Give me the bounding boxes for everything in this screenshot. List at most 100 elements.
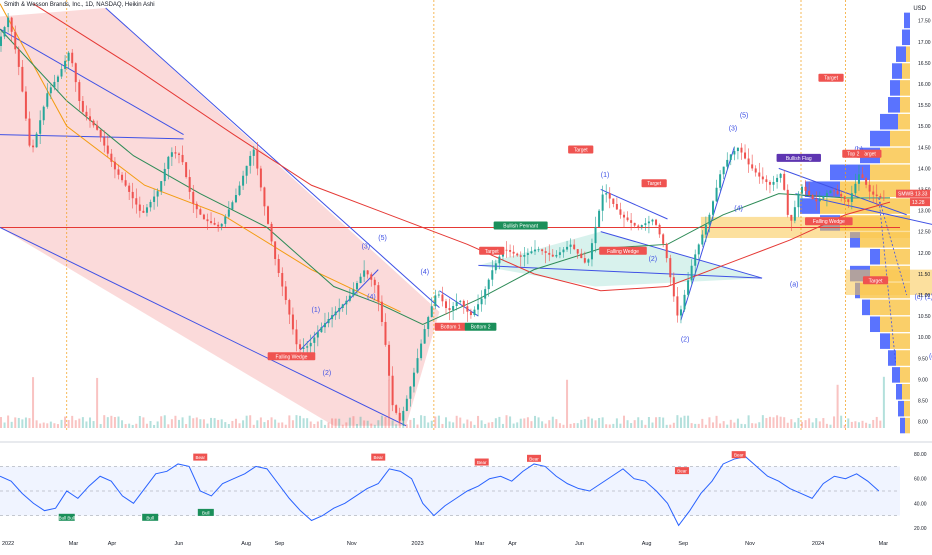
candle-body bbox=[349, 296, 351, 301]
volume-bar bbox=[342, 425, 344, 428]
candle-body bbox=[765, 179, 767, 182]
volume-bar bbox=[374, 425, 376, 428]
wave-label: (2) bbox=[323, 370, 332, 377]
candle-body bbox=[128, 186, 130, 192]
y-tick-label: 13.00 bbox=[918, 209, 931, 215]
candle-body bbox=[228, 209, 230, 216]
volume-bar bbox=[14, 417, 16, 428]
y-tick-label: 16.50 bbox=[918, 61, 931, 67]
candle-body bbox=[495, 263, 497, 270]
volume-bar bbox=[634, 420, 636, 428]
volume-bar bbox=[587, 417, 589, 428]
candle-body bbox=[338, 308, 340, 312]
volume-bar bbox=[541, 421, 543, 428]
volume-bar bbox=[153, 425, 155, 428]
volume-bar bbox=[71, 416, 73, 428]
last-price-text: SMWB 13.33 bbox=[898, 192, 928, 198]
wave-label: (4) bbox=[734, 206, 743, 213]
pattern-tag-text: Target bbox=[574, 147, 589, 153]
wave-label: (2) bbox=[649, 256, 658, 263]
volume-bar bbox=[185, 424, 187, 428]
candle-body bbox=[477, 304, 479, 309]
volume-bar bbox=[669, 425, 671, 428]
candle-body bbox=[812, 195, 814, 199]
volume-profile-bar-down bbox=[902, 63, 910, 79]
candle-body bbox=[520, 255, 522, 256]
volume-bar bbox=[299, 416, 301, 428]
volume-bar bbox=[609, 424, 611, 428]
candle-body bbox=[516, 254, 518, 256]
candle-body bbox=[363, 270, 365, 276]
volume-bar bbox=[484, 424, 486, 428]
candle-body bbox=[384, 322, 386, 345]
volume-bar bbox=[441, 424, 443, 428]
candle-body bbox=[142, 211, 144, 213]
candle-body bbox=[288, 300, 290, 315]
volume-bar bbox=[360, 417, 362, 428]
candle-body bbox=[310, 343, 312, 346]
candle-body bbox=[75, 63, 77, 82]
candle-body bbox=[473, 310, 475, 315]
candle-body bbox=[11, 18, 13, 32]
volume-bar bbox=[538, 417, 540, 428]
x-tick-label: 2024 bbox=[812, 541, 824, 547]
candle-body bbox=[513, 252, 515, 254]
candle-body bbox=[260, 169, 262, 188]
candle-body bbox=[481, 299, 483, 305]
volume-bar bbox=[573, 423, 575, 428]
volume-bar bbox=[562, 425, 564, 428]
volume-bar bbox=[363, 420, 365, 428]
rsi-y-tick: 80.00 bbox=[914, 452, 927, 458]
volume-bar bbox=[591, 419, 593, 428]
candle-body bbox=[488, 280, 490, 289]
volume-profile-bar-up bbox=[892, 367, 900, 383]
candle-body bbox=[32, 146, 34, 148]
volume-bar bbox=[865, 423, 867, 428]
candle-body bbox=[295, 329, 297, 344]
candle-body bbox=[107, 146, 109, 154]
candle-body bbox=[61, 69, 63, 77]
candle-body bbox=[427, 317, 429, 329]
volume-bar bbox=[125, 424, 127, 428]
candle-body bbox=[691, 266, 693, 281]
candle-body bbox=[794, 207, 796, 221]
volume-bar bbox=[21, 419, 23, 428]
pattern-tag-text: Bottom 1 bbox=[441, 325, 461, 331]
candle-body bbox=[150, 202, 152, 207]
candle-body bbox=[876, 195, 878, 196]
candle-body bbox=[562, 250, 564, 253]
volume-bar bbox=[662, 418, 664, 428]
volume-bar bbox=[128, 424, 130, 428]
volume-bar bbox=[0, 417, 2, 428]
volume-bar bbox=[85, 421, 87, 428]
volume-bar bbox=[580, 420, 582, 428]
volume-bar bbox=[566, 380, 568, 428]
volume-bar bbox=[701, 419, 703, 428]
candle-body bbox=[552, 255, 554, 257]
candle-body bbox=[356, 283, 358, 289]
x-tick-label: Aug bbox=[642, 541, 652, 547]
candle-body bbox=[669, 258, 671, 277]
candle-body bbox=[459, 301, 461, 302]
volume-bar bbox=[142, 417, 144, 428]
candle-body bbox=[424, 329, 426, 344]
candle-body bbox=[634, 223, 636, 226]
volume-profile-bar-down bbox=[870, 165, 910, 181]
volume-bar bbox=[100, 424, 102, 428]
volume-bar bbox=[263, 422, 265, 428]
candle-body bbox=[555, 255, 557, 257]
chart-title: Smith & Wesson Brands, Inc., 1D, NASDAQ,… bbox=[4, 2, 155, 8]
candle-body bbox=[203, 215, 205, 220]
candle-body bbox=[7, 18, 9, 27]
volume-bar bbox=[267, 420, 269, 428]
candle-body bbox=[708, 215, 710, 225]
volume-bar bbox=[712, 422, 714, 428]
candle-body bbox=[740, 148, 742, 153]
candle-body bbox=[324, 323, 326, 327]
candle-body bbox=[780, 174, 782, 178]
volume-bar bbox=[146, 424, 148, 428]
volume-bar bbox=[858, 422, 860, 428]
candle-body bbox=[609, 193, 611, 198]
candle-body bbox=[352, 289, 354, 295]
